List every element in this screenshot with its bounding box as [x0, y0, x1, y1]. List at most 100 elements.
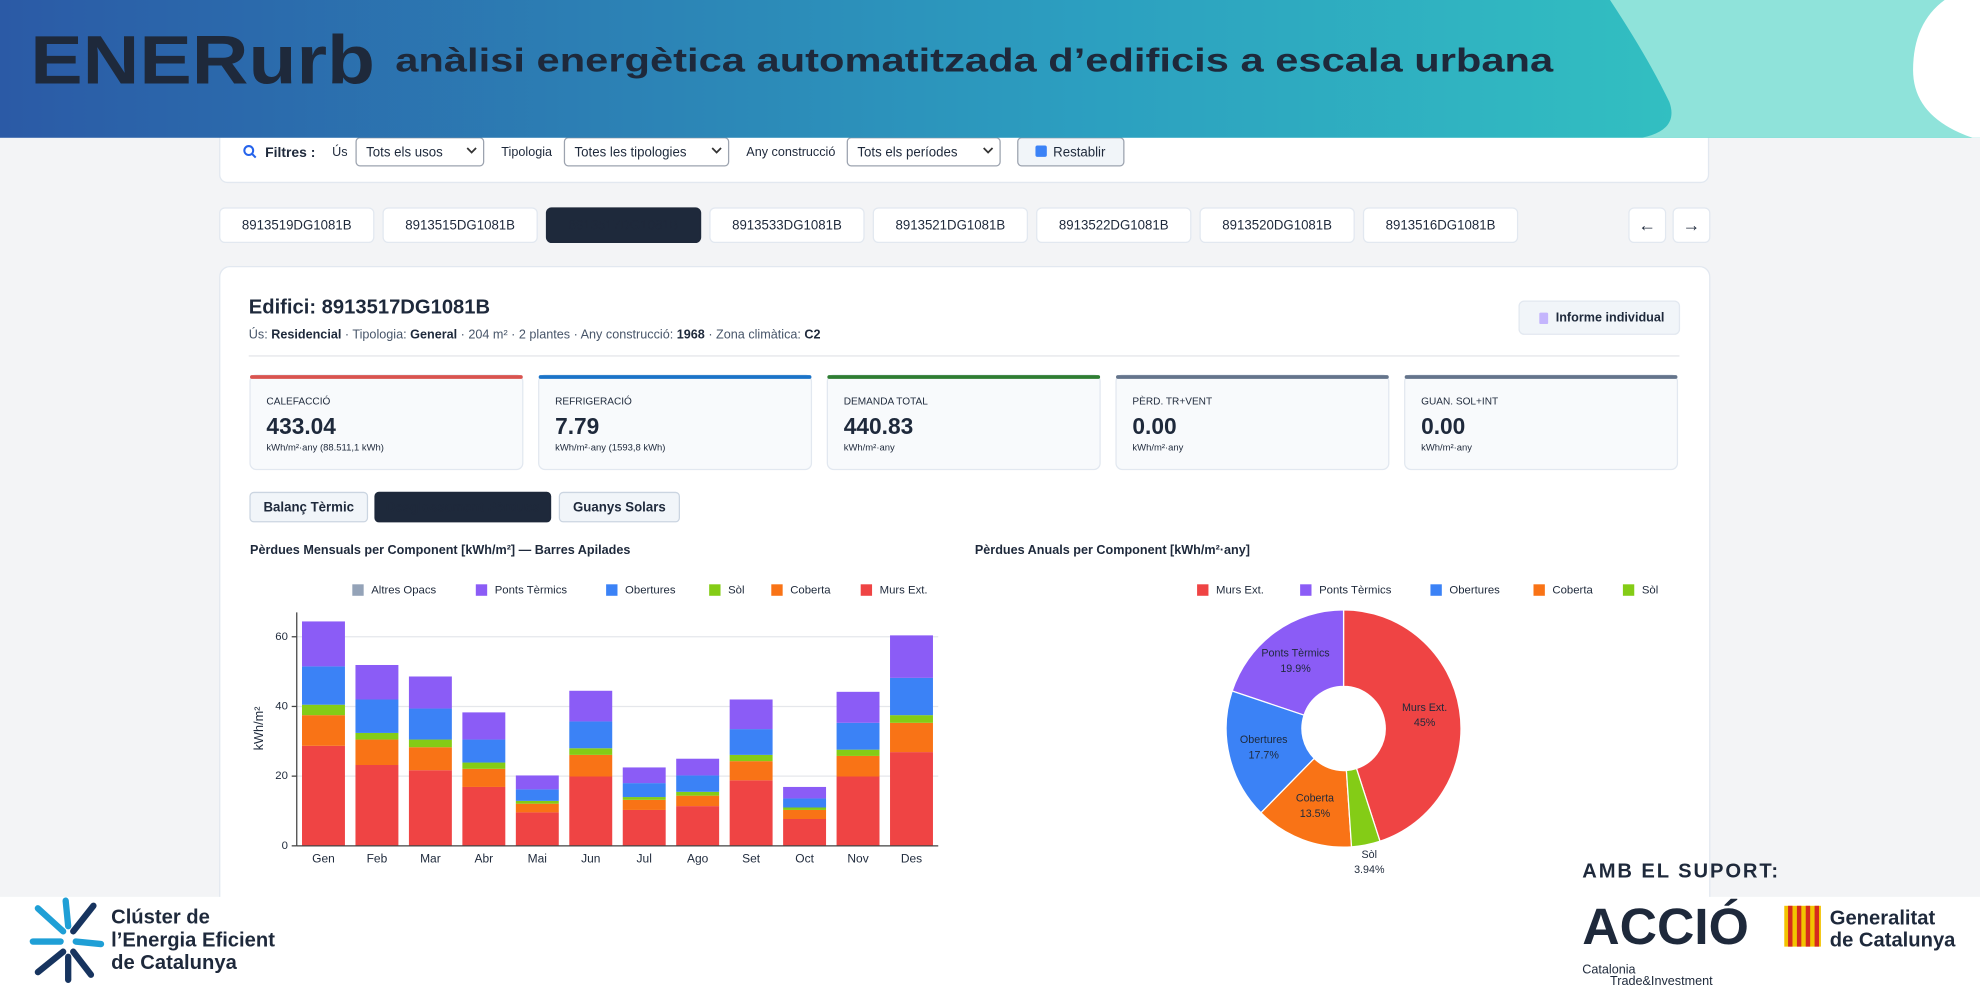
accio-subtitle: Trade&Investment	[1610, 974, 1713, 988]
x-tick-label: Jul	[637, 852, 652, 866]
building-tab-label[interactable]: 8913516DG1081B	[1386, 218, 1496, 233]
bar-segment	[836, 691, 880, 723]
building-tab-label[interactable]: 8913515DG1081B	[405, 218, 515, 233]
view-tab[interactable]	[558, 491, 680, 523]
pie-slice	[1342, 609, 1462, 843]
legend-swatch	[1300, 584, 1312, 596]
bar-segment	[462, 712, 506, 740]
bar-segment	[890, 715, 933, 723]
bar-segment	[729, 699, 773, 730]
bar-segment	[569, 754, 613, 777]
bar-segment	[729, 780, 773, 846]
view-tab[interactable]	[249, 491, 369, 523]
bar-segment	[408, 708, 452, 740]
x-tick-label: Ago	[687, 852, 709, 866]
legend-label: Murs Ext.	[880, 585, 928, 597]
meta-part: · Zona climàtica:	[705, 327, 805, 341]
reset-label[interactable]: Restablir	[1053, 144, 1106, 159]
kpi-value: 440.83	[844, 413, 913, 439]
filter-select-value[interactable]: Totes les tipologies	[575, 144, 687, 159]
slice-value-label: 45%	[1414, 717, 1436, 729]
building-tab[interactable]	[219, 207, 375, 244]
bar-segment	[783, 819, 827, 846]
kpi-label: PÈRD. TR+VENT	[1132, 394, 1212, 407]
legend-swatch	[1197, 584, 1209, 596]
legend-swatch	[860, 584, 873, 596]
bar-segment	[462, 762, 506, 769]
slice-label: Ponts Tèrmics	[1261, 648, 1329, 660]
x-tick-label: Mar	[420, 852, 441, 866]
slice-label: Obertures	[1240, 734, 1288, 746]
meta-part: Residencial	[271, 327, 341, 341]
filter-select-value[interactable]: Tots els usos	[366, 144, 443, 159]
legend-swatch	[1533, 584, 1545, 596]
x-tick-label: Des	[901, 852, 922, 866]
cluster-logo-text: Clúster de	[111, 906, 210, 928]
view-tab[interactable]	[374, 491, 552, 523]
kpi-unit: kWh/m²·any	[1421, 442, 1472, 453]
view-tab-label[interactable]: Desglossament Pèrdues	[386, 500, 540, 515]
nav-arrow[interactable]: →	[1683, 215, 1701, 235]
legend-label: Obertures	[1449, 585, 1500, 597]
report-label[interactable]: Informe individual	[1556, 311, 1665, 325]
report-button[interactable]	[1518, 300, 1681, 335]
bar-segment	[355, 664, 399, 700]
reset-icon	[1035, 145, 1047, 157]
select-chevron	[983, 147, 994, 154]
app-subtitle: anàlisi energètica automatitzada d’edifi…	[395, 41, 1554, 78]
bar-segment	[515, 775, 559, 790]
y-tick-label: 60	[275, 631, 288, 643]
building-tab-label[interactable]: 8913533DG1081B	[732, 218, 842, 233]
chart-title: Pèrdues Anuals per Component [kWh/m²·any…	[975, 543, 1250, 557]
view-tab-label[interactable]: Balanç Tèrmic	[263, 500, 354, 515]
bar-segment	[408, 676, 452, 709]
x-tick-label: Oct	[795, 852, 814, 866]
building-tab[interactable]	[1036, 207, 1192, 244]
building-tab[interactable]	[545, 207, 702, 244]
building-tab-label[interactable]: 8913520DG1081B	[1222, 218, 1332, 233]
view-tab-label[interactable]: Guanys Solars	[573, 500, 666, 515]
y-axis-title: kWh/m²	[252, 707, 266, 751]
bar-segment	[569, 721, 613, 749]
building-tab[interactable]	[1199, 207, 1355, 244]
bar-segment	[729, 754, 773, 762]
building-tab-label[interactable]: 8913522DG1081B	[1059, 218, 1169, 233]
bar-segment	[783, 807, 827, 810]
header-decoration	[1913, 0, 1980, 138]
building-tab[interactable]	[872, 207, 1029, 244]
chart-title: Pèrdues Mensuals per Component [kWh/m²] …	[250, 543, 630, 557]
meta-part: 1968	[677, 327, 705, 341]
bar-segment	[302, 745, 345, 846]
support-label: AMB EL SUPORT:	[1582, 860, 1780, 882]
building-tab[interactable]	[1362, 207, 1519, 244]
y-tick-label: 40	[275, 700, 288, 712]
bar-segment	[569, 748, 613, 755]
meta-part: · 204 m² · 2 plantes · Any construcció:	[457, 327, 677, 341]
kpi-accent	[538, 375, 812, 379]
bar-segment	[783, 798, 827, 808]
bar-segment	[355, 764, 399, 846]
meta-part: C2	[804, 327, 820, 341]
building-tab[interactable]	[709, 207, 865, 244]
bar-segment	[783, 786, 827, 799]
meta-part: Ús:	[249, 326, 271, 341]
slice-value-label: 19.9%	[1280, 663, 1311, 675]
nav-button[interactable]	[1672, 207, 1711, 244]
bar-segment	[355, 699, 399, 733]
legend-label: Coberta	[1552, 585, 1593, 597]
building-tab-label[interactable]: 8913519DG1081B	[242, 218, 352, 233]
bar-segment	[729, 761, 773, 781]
building-tab-label[interactable]: 8913521DG1081B	[895, 218, 1005, 233]
nav-arrow[interactable]: ←	[1638, 215, 1656, 235]
generalitat-stripe	[1805, 905, 1811, 947]
kpi-value: 0.00	[1132, 413, 1176, 439]
kpi-value: 433.04	[266, 413, 336, 439]
nav-button[interactable]	[1628, 207, 1667, 244]
filter-select-value[interactable]: Tots els períodes	[857, 144, 957, 159]
kpi-unit: kWh/m²·any	[844, 442, 895, 453]
x-tick-label: Jun	[581, 852, 600, 866]
building-tab-label[interactable]: 8913517DG1081B	[569, 218, 679, 233]
building-tab[interactable]	[382, 207, 538, 244]
cluster-logo-text: l’Energia Eficient	[111, 929, 275, 951]
